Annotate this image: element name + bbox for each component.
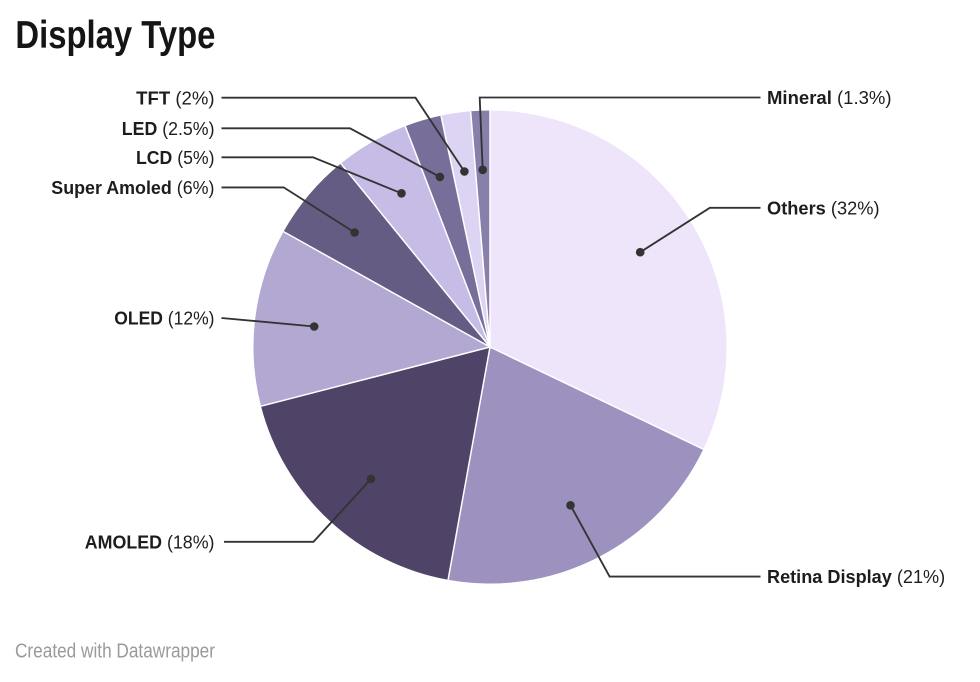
svg-text:Retina Display (21%): Retina Display (21%): [767, 566, 945, 587]
svg-text:LED (2.5%): LED (2.5%): [122, 118, 215, 139]
svg-text:TFT (2%): TFT (2%): [136, 87, 214, 108]
svg-text:Created with Datawrapper: Created with Datawrapper: [15, 640, 215, 663]
svg-text:LCD (5%): LCD (5%): [136, 147, 215, 168]
svg-text:OLED (12%): OLED (12%): [114, 308, 214, 329]
svg-text:Others (32%): Others (32%): [767, 197, 880, 218]
svg-text:Super Amoled (6%): Super Amoled (6%): [51, 177, 214, 198]
svg-text:Display Type: Display Type: [15, 14, 215, 57]
svg-text:Mineral (1.3%): Mineral (1.3%): [767, 87, 892, 108]
svg-text:AMOLED (18%): AMOLED (18%): [85, 531, 215, 552]
